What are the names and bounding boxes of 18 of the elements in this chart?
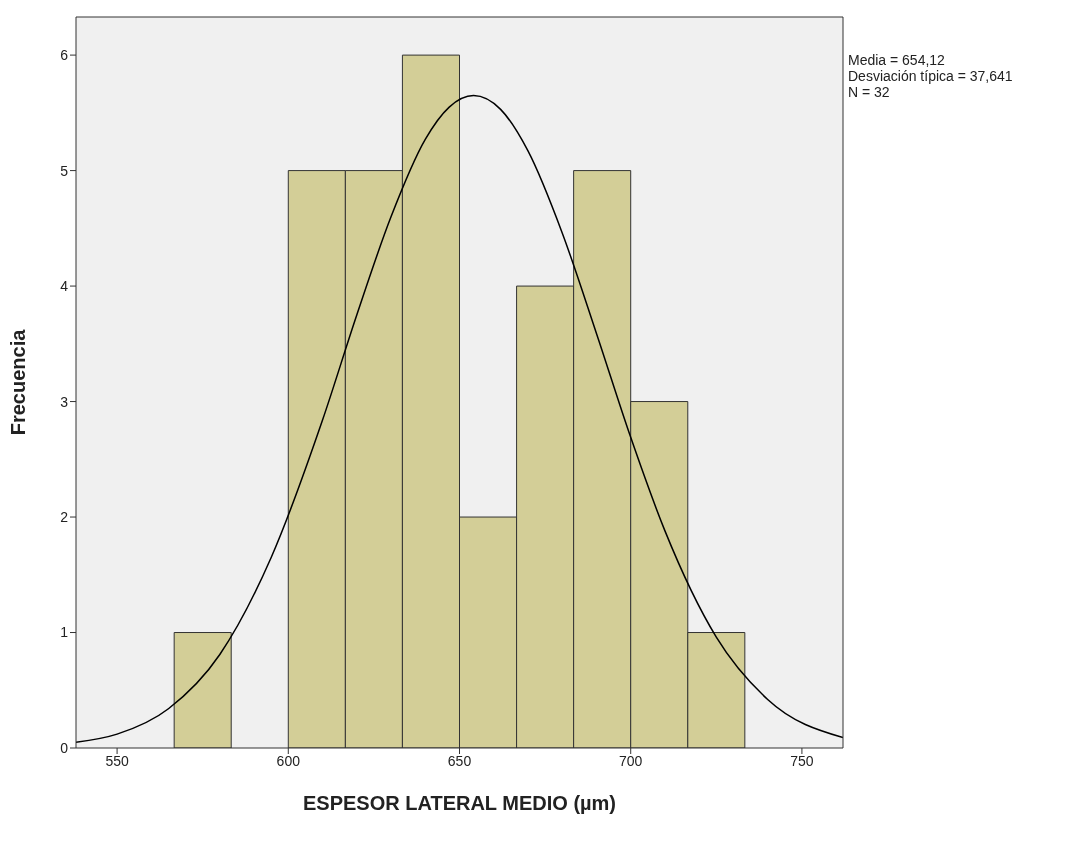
y-tick-label: 5 — [60, 162, 69, 179]
x-tick-label: 700 — [619, 752, 643, 769]
text: Desviación típica = 37,641 — [848, 68, 1013, 84]
y-tick-label: 3 — [60, 393, 69, 410]
y-axis-title: Frecuencia — [7, 328, 30, 436]
x-tick-label: 750 — [790, 752, 814, 769]
y-tick-label: 4 — [60, 278, 69, 295]
y-tick-label: 2 — [60, 509, 69, 526]
y-tick-label: 6 — [60, 47, 69, 64]
line-series — [76, 94, 843, 743]
x-tick-label: 650 — [447, 752, 472, 769]
x-tick-label: 550 — [105, 752, 129, 769]
y-tick-label: 0 — [60, 739, 69, 756]
text: N = 32 — [848, 84, 891, 100]
x-axis-title: ESPESOR LATERAL MEDIO (µm) — [302, 792, 617, 814]
y-tick-label: 1 — [60, 624, 69, 641]
x-tick-label: 600 — [276, 752, 301, 769]
text: Media = 654,12 — [848, 52, 946, 68]
